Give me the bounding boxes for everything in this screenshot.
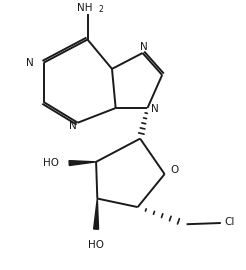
Polygon shape (69, 161, 96, 166)
Text: N: N (151, 104, 159, 114)
Text: 2: 2 (99, 5, 104, 14)
Text: N: N (140, 42, 148, 52)
Text: Cl: Cl (225, 217, 235, 227)
Text: HO: HO (43, 158, 59, 168)
Polygon shape (94, 198, 99, 229)
Text: N: N (26, 58, 34, 68)
Text: HO: HO (88, 240, 104, 250)
Text: O: O (171, 166, 179, 176)
Text: N: N (69, 122, 77, 131)
Text: NH: NH (77, 3, 93, 13)
